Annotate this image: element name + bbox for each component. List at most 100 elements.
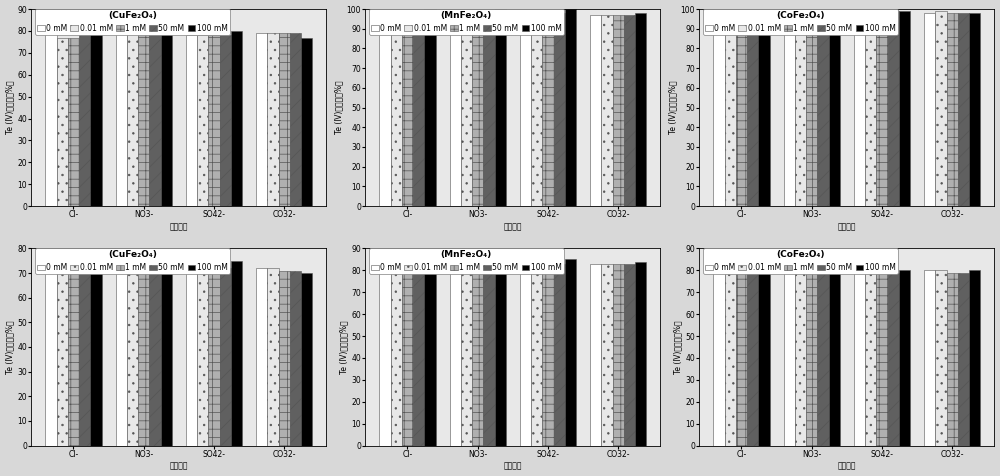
Bar (149, 33, 161, 206)
Bar (784, 270, 795, 446)
Bar (947, 13, 958, 206)
Bar (758, 270, 770, 446)
Bar (301, 273, 312, 446)
Bar (613, 264, 624, 446)
Bar (795, 270, 806, 446)
Legend: 0 mM, 0.01 mM, 1 mM, 50 mM, 100 mM: 0 mM, 0.01 mM, 1 mM, 50 mM, 100 mM (369, 248, 564, 274)
Bar (208, 35, 220, 206)
Bar (290, 271, 301, 446)
Bar (495, 9, 506, 206)
Bar (220, 268, 231, 446)
Bar (379, 13, 391, 206)
Bar (829, 270, 840, 446)
Legend: 0 mM, 0.01 mM, 1 mM, 50 mM, 100 mM: 0 mM, 0.01 mM, 1 mM, 50 mM, 100 mM (35, 248, 230, 274)
Bar (279, 33, 290, 206)
Bar (495, 259, 506, 446)
Bar (924, 270, 935, 446)
Bar (161, 263, 172, 446)
Bar (725, 13, 736, 206)
Legend: 0 mM, 0.01 mM, 1 mM, 50 mM, 100 mM: 0 mM, 0.01 mM, 1 mM, 50 mM, 100 mM (369, 9, 564, 35)
Bar (736, 13, 747, 206)
Bar (935, 270, 947, 446)
Bar (424, 259, 436, 446)
Bar (713, 270, 725, 446)
Y-axis label: Te (Ⅳ)去除率（%）: Te (Ⅳ)去除率（%） (6, 320, 15, 374)
X-axis label: 共存离子: 共存离子 (504, 461, 522, 470)
Bar (116, 31, 127, 206)
Bar (231, 31, 242, 206)
Bar (713, 13, 725, 206)
Bar (127, 266, 138, 446)
Bar (590, 264, 601, 446)
Bar (450, 262, 461, 446)
Bar (424, 9, 436, 206)
Bar (635, 13, 646, 206)
Bar (854, 270, 865, 446)
Bar (854, 11, 865, 206)
Bar (531, 264, 542, 446)
X-axis label: 共存离子: 共存离子 (504, 222, 522, 231)
Bar (290, 33, 301, 206)
Bar (758, 11, 770, 206)
Bar (402, 13, 413, 206)
Bar (747, 13, 758, 206)
Bar (186, 268, 197, 446)
Bar (231, 261, 242, 446)
Bar (149, 268, 161, 446)
Bar (635, 262, 646, 446)
Bar (542, 13, 554, 206)
Bar (483, 264, 495, 446)
Bar (817, 273, 829, 446)
Bar (601, 15, 613, 206)
Bar (461, 13, 472, 206)
Bar (876, 270, 888, 446)
Bar (483, 13, 495, 206)
Bar (876, 11, 888, 206)
Bar (138, 33, 149, 206)
Bar (969, 13, 980, 206)
Bar (267, 268, 279, 446)
Y-axis label: Te (Ⅳ)去除率（%）: Te (Ⅳ)去除率（%） (669, 81, 678, 134)
Bar (256, 33, 267, 206)
Bar (90, 261, 102, 446)
Bar (590, 15, 601, 206)
Bar (958, 13, 969, 206)
Bar (924, 13, 935, 206)
Bar (197, 268, 208, 446)
Bar (127, 31, 138, 206)
Bar (817, 13, 829, 206)
Legend: 0 mM, 0.01 mM, 1 mM, 50 mM, 100 mM: 0 mM, 0.01 mM, 1 mM, 50 mM, 100 mM (703, 248, 898, 274)
Bar (197, 35, 208, 206)
Bar (520, 13, 531, 206)
Bar (450, 13, 461, 206)
Bar (947, 273, 958, 446)
Bar (79, 35, 90, 206)
Bar (888, 273, 899, 446)
Bar (624, 264, 635, 446)
Bar (138, 268, 149, 446)
Y-axis label: Te (Ⅳ)去除率（%）: Te (Ⅳ)去除率（%） (674, 320, 683, 374)
Bar (45, 33, 57, 206)
Bar (256, 268, 267, 446)
Bar (747, 273, 758, 446)
Bar (806, 11, 817, 206)
Bar (554, 13, 565, 206)
Bar (208, 268, 220, 446)
Bar (116, 266, 127, 446)
Bar (958, 273, 969, 446)
Bar (57, 271, 68, 446)
Y-axis label: Te (Ⅳ)去除率（%）: Te (Ⅳ)去除率（%） (335, 81, 344, 134)
Bar (472, 13, 483, 206)
Bar (391, 262, 402, 446)
Bar (935, 11, 947, 206)
Bar (57, 38, 68, 206)
Bar (888, 11, 899, 206)
Bar (969, 270, 980, 446)
Bar (391, 13, 402, 206)
Legend: 0 mM, 0.01 mM, 1 mM, 50 mM, 100 mM: 0 mM, 0.01 mM, 1 mM, 50 mM, 100 mM (35, 9, 230, 35)
Bar (68, 38, 79, 206)
Bar (613, 15, 624, 206)
Bar (279, 271, 290, 446)
Bar (379, 262, 391, 446)
Bar (68, 271, 79, 446)
